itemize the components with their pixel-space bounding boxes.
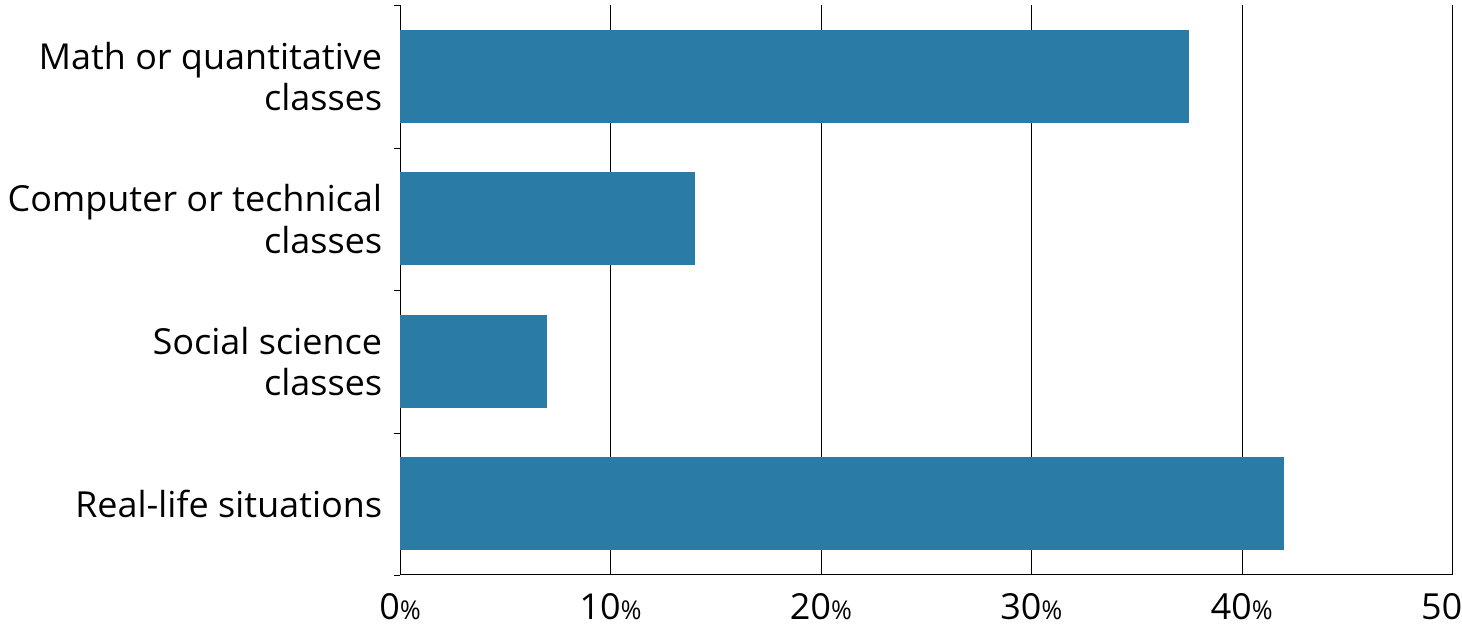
- y-category-label: Social science classes: [0, 290, 382, 433]
- bar: [400, 30, 1189, 123]
- y-tick: [394, 290, 400, 291]
- bar: [400, 172, 695, 265]
- horizontal-bar-chart: 0% 10% 20% 30% 40% 50% Math or quantitative cl…: [0, 0, 1462, 630]
- gridline: [1452, 5, 1453, 575]
- bar: [400, 457, 1284, 550]
- y-tick: [394, 148, 400, 149]
- x-tick-label: 50%: [1421, 581, 1462, 630]
- y-category-label: Computer or technical classes: [0, 148, 382, 291]
- x-axis-line: [400, 574, 1452, 575]
- x-tick-label: 30%: [1000, 581, 1062, 630]
- plot-area: [400, 5, 1452, 575]
- y-tick: [394, 575, 400, 576]
- bar: [400, 315, 547, 408]
- y-tick: [394, 433, 400, 434]
- y-category-label: Real-life situations: [0, 433, 382, 576]
- y-tick: [394, 5, 400, 6]
- x-tick-label: 0%: [379, 581, 420, 630]
- x-tick-label: 40%: [1211, 581, 1273, 630]
- y-category-label: Math or quantitative classes: [0, 5, 382, 148]
- x-tick-label: 20%: [790, 581, 852, 630]
- x-tick-label: 10%: [579, 581, 641, 630]
